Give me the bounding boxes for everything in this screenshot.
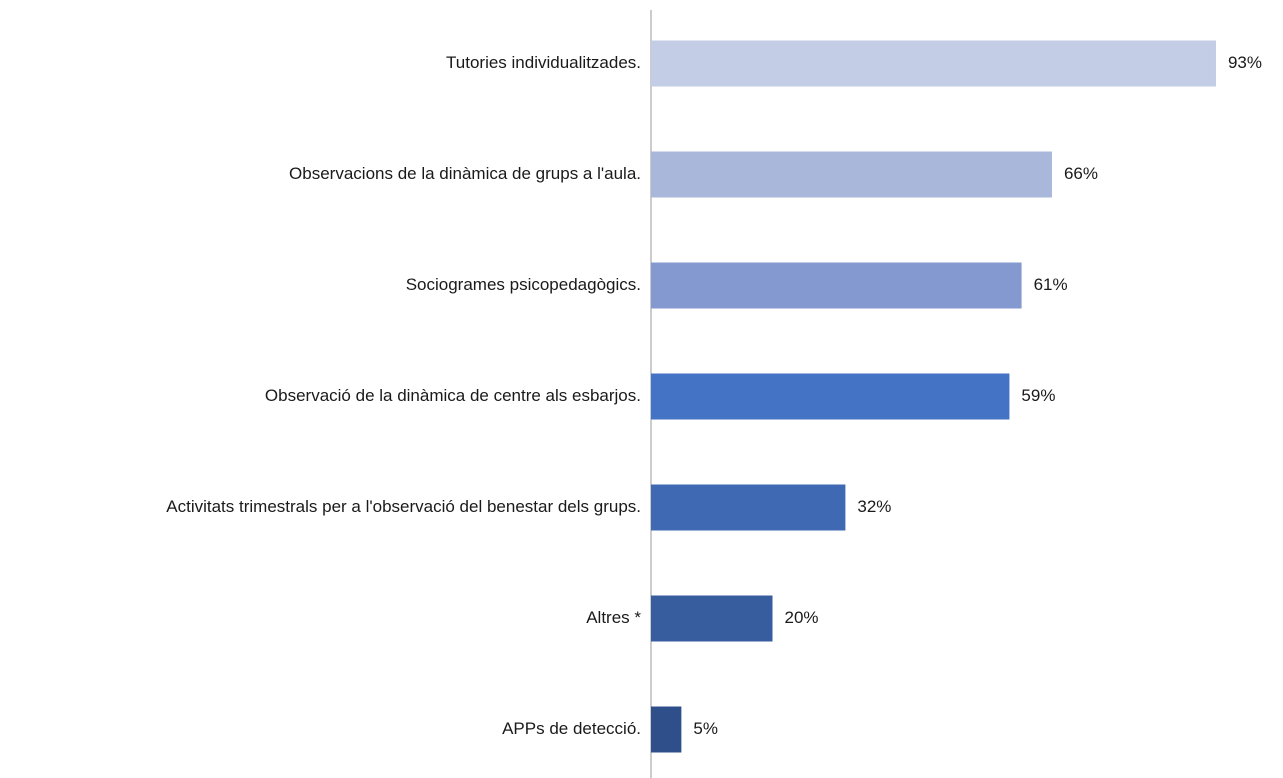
data-label: 59% <box>1021 386 1055 405</box>
data-label: 93% <box>1228 53 1262 72</box>
category-label: APPs de detecció. <box>502 719 641 738</box>
data-label: 61% <box>1034 275 1068 294</box>
data-label: 66% <box>1064 164 1098 183</box>
category-label: Activitats trimestrals per a l'observaci… <box>166 497 641 516</box>
bar <box>651 151 1052 198</box>
bar <box>651 595 773 642</box>
category-label: Observacions de la dinàmica de grups a l… <box>289 164 641 183</box>
bar <box>651 40 1216 87</box>
category-label: Altres * <box>586 608 641 627</box>
bar <box>651 706 682 753</box>
data-label: 32% <box>857 497 891 516</box>
bar <box>651 373 1010 420</box>
bar <box>651 484 846 531</box>
data-label: 5% <box>693 719 718 738</box>
category-label: Tutories individualitzades. <box>446 53 641 72</box>
category-label: Observació de la dinàmica de centre als … <box>265 386 641 405</box>
data-label: 20% <box>785 608 819 627</box>
bar <box>651 262 1022 309</box>
category-label: Sociogrames psicopedagògics. <box>406 275 641 294</box>
